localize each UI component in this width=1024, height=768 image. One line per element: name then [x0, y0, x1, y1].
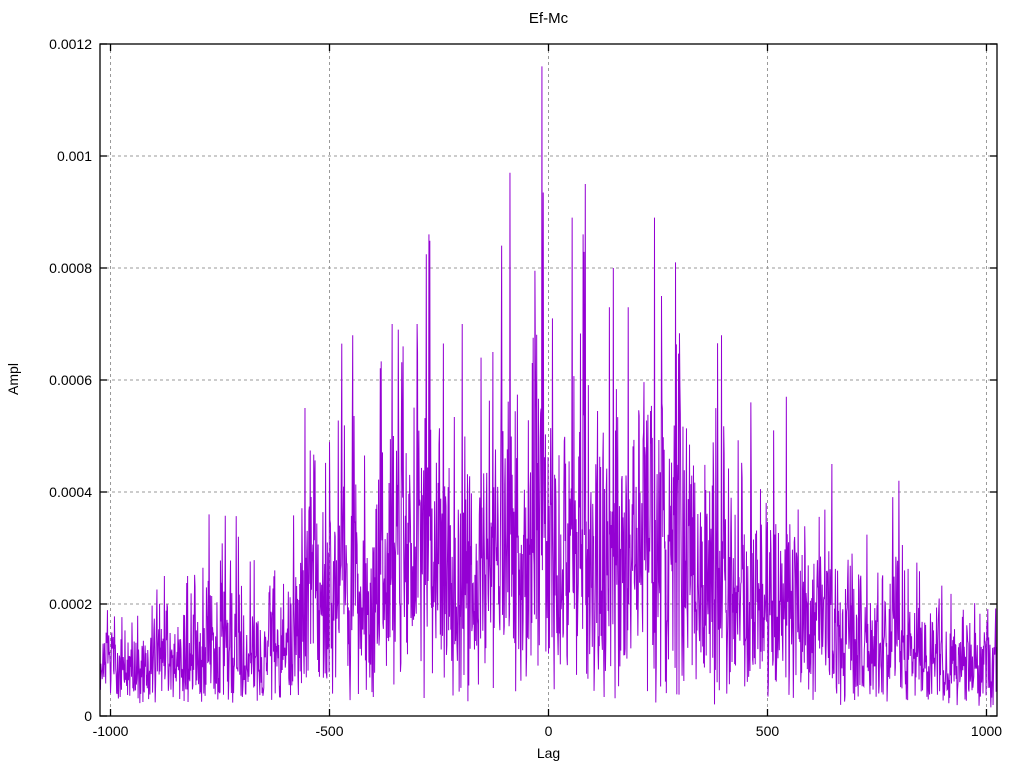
y-tick-label: 0.0004 — [49, 484, 92, 500]
y-tick-label: 0.0012 — [49, 36, 92, 52]
x-axis-label: Lag — [536, 745, 561, 761]
x-tick-label: -500 — [315, 723, 344, 739]
y-tick-label: 0.0002 — [49, 596, 92, 612]
x-tick-label: 500 — [755, 723, 780, 739]
chart-title: Ef-Mc — [528, 10, 569, 27]
x-tick-label: -1000 — [92, 723, 129, 739]
y-tick-label: 0 — [84, 708, 92, 724]
y-tick-label: 0.0006 — [49, 372, 92, 388]
series-line — [99, 66, 998, 708]
x-tick-label: 1000 — [970, 723, 1003, 739]
y-tick-label: 0.001 — [56, 148, 92, 164]
y-tick-label: 0.0008 — [49, 260, 92, 276]
x-tick-label: 0 — [544, 723, 553, 739]
